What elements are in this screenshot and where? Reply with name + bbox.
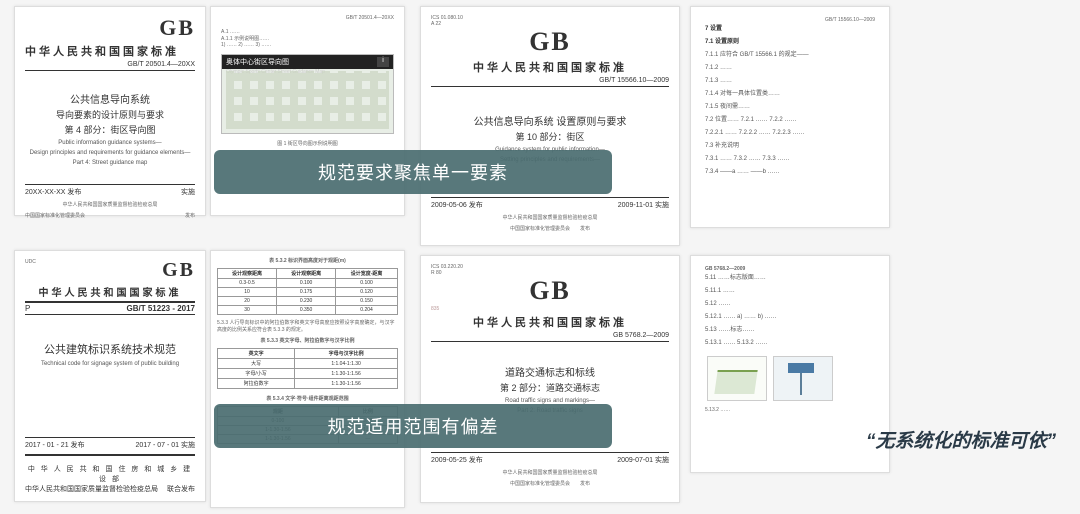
publish-suffix: 发布 <box>580 225 590 232</box>
doc-title-1: 公共信息导向系统 <box>25 91 195 106</box>
publisher-2: 中华人民共和国国家质量监督检验检疫总局 <box>25 484 158 494</box>
gb-logo: GB <box>162 259 195 282</box>
doc-title-3: 第 4 部分：街区导向图 <box>25 123 195 136</box>
publisher-2: 中国国家标准化管理委员会 <box>510 225 570 232</box>
standard-header: 中华人民共和国国家标准 <box>25 284 195 299</box>
section-h1: 7 设置 <box>705 25 875 34</box>
date-publish: 2017 - 01 - 21 发布 <box>25 440 85 450</box>
doc-title-1: 公共信息导向系统 设置原则与要求 <box>431 113 669 128</box>
text-line: 7.2 位置…… 7.2.1 …… 7.2.2 …… <box>705 116 875 125</box>
standard-header: 中华人民共和国国家标准 <box>431 59 669 75</box>
doc-title-2: 第 2 部分：道路交通标志 <box>431 381 669 394</box>
t2-title: 表 5.3.3 英文字母、阿拉伯数字与汉字比例 <box>217 337 398 344</box>
doc-title-2: 第 10 部分：街区 <box>431 130 669 143</box>
sign-example-photo <box>707 356 767 401</box>
page-code: GB/T 15566.10—2009 <box>705 17 875 25</box>
t1-title: 表 5.3.2 标识界面高度对于观距(m) <box>217 257 398 264</box>
map-code: GB/T 20501.4—20XX <box>221 15 394 21</box>
publisher-1: 中华人民共和国国家质量监督检验检疫总局 <box>25 201 195 208</box>
table-2: 英文字字母与汉字比例大写1:1.04-1:1.30字母/小写1:1.30-1:1… <box>217 348 398 389</box>
map-grid <box>226 71 389 129</box>
date-effect: 实施 <box>181 187 195 197</box>
doc-title: 公共建筑标识系统技术规范 <box>25 341 195 357</box>
info-icon: i <box>377 57 389 67</box>
publish-suffix: 联合发布 <box>167 484 195 494</box>
t3-title: 表 5.3.4 文字·符号·组件距离观距范围 <box>217 395 398 402</box>
text-line: 7.2.2.1 …… 7.2.2.2 …… 7.2.2.3 …… <box>705 129 875 138</box>
date-effect: 2009-11-01 实施 <box>618 200 669 210</box>
doc-en: Technical code for signage system of pub… <box>25 361 195 367</box>
page-code: GB 5768.2—2009 <box>705 266 875 274</box>
gb-logo: GB <box>431 27 669 57</box>
publisher-1: 中 华 人 民 共 和 国 住 房 和 城 乡 建 设 部 <box>25 464 195 484</box>
slide: GB 中华人民共和国国家标准 GB/T 20501.4—20XX 公共信息导向系… <box>0 0 1080 514</box>
date-publish: 2009-05-06 发布 <box>431 200 483 210</box>
section-h2: 7.1 设置原则 <box>705 38 875 47</box>
date-effect: 2009-07-01 实施 <box>617 455 669 465</box>
doc-text-5768: GB 5768.2—2009 5.11 ……标志版面…… 5.11.1 …… 5.1… <box>690 255 890 473</box>
publish-suffix: 发布 <box>185 212 195 219</box>
standard-header: 中华人民共和国国家标准 <box>431 314 669 330</box>
map-block: 奥体中心街区导向图 i Olympic Sports Center Street… <box>221 54 394 134</box>
gb-logo: GB <box>431 276 669 306</box>
table-1: 设计观察距离设计观察距离设计宽度-距离0.3-0.50.1000.100100.… <box>217 268 398 315</box>
overlay-1-text: 规范要求聚焦单一要素 <box>318 159 508 185</box>
text-line: 7.1.5 夜间需…… <box>705 103 875 112</box>
doc-gb-20501-4: GB 中华人民共和国国家标准 GB/T 20501.4—20XX 公共信息导向系… <box>14 6 206 216</box>
text-line: 7.1.2 …… <box>705 64 875 73</box>
doc-gb-15566-10: ICS 01.080.10A 22 GB 中华人民共和国国家标准 GB/T 15… <box>420 6 680 246</box>
text-line: 5.12 …… <box>705 300 875 309</box>
text-line: 7.3 补充说明 <box>705 142 875 151</box>
text-line: 7.1.1 应符合 GB/T 15566.1 的规定—— <box>705 51 875 60</box>
doc-en-3: Part 4: Street guidance map <box>25 160 195 166</box>
text-line: 5.13 ……标志…… <box>705 326 875 335</box>
text-line: 5.12.1 …… a) …… b) …… <box>705 313 875 322</box>
doc-gbt-51223: UDC GB 中华人民共和国国家标准 P GB/T 51223 - 2017 公… <box>14 250 206 502</box>
doc-text-15566: GB/T 15566.10—2009 7 设置 7.1 设置原则 7.1.1 应… <box>690 6 890 228</box>
doc-en-1: Public information guidance systems— <box>25 140 195 146</box>
text-line: 7.1.4 对每一具体位置类…… <box>705 90 875 99</box>
doc-en-2: Design principles and requirements for g… <box>25 150 195 156</box>
udc: UDC <box>25 259 36 282</box>
date-publish: 2009-05-25 发布 <box>431 455 483 465</box>
standard-code: GB/T 15566.10—2009 <box>431 77 669 87</box>
text-line: 7.1.3 …… <box>705 77 875 86</box>
standard-header: 中华人民共和国国家标准 <box>25 43 195 59</box>
text-line: 7.3.4 ——a …… ——b …… <box>705 168 875 177</box>
para: 5.3.3 人行导向标识中的阿拉伯数字和英文字母高度应按照设字高度确定，与汉字高… <box>217 319 398 333</box>
sign-caption: 5.13.2 …… <box>705 407 875 415</box>
doc-title-2: 导向要素的设计原则与要求 <box>25 108 195 121</box>
callout-text: “无系统化的标准可依” <box>866 431 1056 452</box>
text-line: 7.3.1 …… 7.3.2 …… 7.3.3 …… <box>705 155 875 164</box>
gb-logo: GB <box>25 15 195 41</box>
doc-gb-5768-2: ICS 03.220.20R 80 GB 835 中华人民共和国国家标准 GB … <box>420 255 680 503</box>
publish-suffix: 发布 <box>580 480 590 487</box>
doc-tables: 表 5.3.2 标识界面高度对于观距(m) 设计观察距离设计观察距离设计宽度-距… <box>210 250 405 508</box>
standard-code: GB/T 51223 - 2017 <box>127 304 195 313</box>
sign-example-post <box>773 356 833 401</box>
text-line: 5.13.1 …… 5.13.2 …… <box>705 339 875 348</box>
overlay-2: 规范适用范围有偏差 <box>214 404 612 448</box>
text-line: 5.11.1 …… <box>705 287 875 296</box>
standard-code: GB 5768.2—2009 <box>431 332 669 342</box>
date-publish: 20XX-XX-XX 发布 <box>25 187 81 197</box>
map-caption: 图 1 街区导向图示例说明图 <box>221 140 394 147</box>
small-835: 835 <box>431 306 669 312</box>
callout-quote: “无系统化的标准可依” <box>866 426 1056 453</box>
overlay-1: 规范要求聚焦单一要素 <box>214 150 612 194</box>
p-mark: P <box>25 304 30 313</box>
date-effect: 2017 - 07 - 01 实施 <box>135 440 195 450</box>
publisher-2: 中国国家标准化管理委员会 <box>25 212 85 219</box>
text-line: 5.11 ……标志版面…… <box>705 274 875 283</box>
publisher-2: 中国国家标准化管理委员会 <box>510 480 570 487</box>
overlay-2-text: 规范适用范围有偏差 <box>328 413 499 439</box>
doc-title-1: 道路交通标志和标线 <box>431 364 669 379</box>
standard-code: GB/T 20501.4—20XX <box>25 61 195 71</box>
map-title: 奥体中心街区导向图 <box>226 57 289 67</box>
publisher-1: 中华人民共和国国家质量监督检验检疫总局 <box>431 469 669 476</box>
publisher-1: 中华人民共和国国家质量监督检验检疫总局 <box>431 214 669 221</box>
